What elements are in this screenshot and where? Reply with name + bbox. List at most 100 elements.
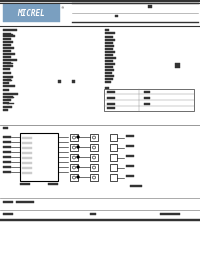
Bar bbox=[3, 85, 15, 87]
Bar bbox=[3, 65, 13, 67]
Bar bbox=[105, 81, 111, 82]
Bar bbox=[104, 89, 194, 111]
Bar bbox=[58, 80, 61, 83]
Circle shape bbox=[72, 136, 76, 139]
Bar bbox=[48, 183, 58, 185]
Bar bbox=[3, 4, 60, 22]
Bar bbox=[105, 42, 113, 43]
Bar bbox=[110, 134, 117, 141]
Bar bbox=[3, 161, 11, 162]
Bar bbox=[105, 87, 109, 89]
Bar bbox=[107, 91, 115, 93]
Text: MICREL: MICREL bbox=[17, 9, 45, 17]
Bar bbox=[3, 41, 13, 42]
Bar bbox=[22, 157, 32, 159]
Bar bbox=[3, 44, 11, 46]
Bar bbox=[3, 76, 13, 77]
Bar bbox=[70, 174, 78, 181]
Bar bbox=[70, 154, 78, 161]
Bar bbox=[22, 137, 32, 139]
Bar bbox=[20, 183, 30, 185]
Circle shape bbox=[77, 176, 79, 178]
Bar bbox=[115, 15, 118, 17]
Bar bbox=[126, 145, 134, 146]
Text: ®: ® bbox=[61, 6, 64, 10]
Bar bbox=[3, 146, 11, 147]
Bar bbox=[126, 155, 134, 157]
Bar bbox=[105, 72, 112, 74]
Bar bbox=[3, 93, 18, 94]
Circle shape bbox=[92, 136, 96, 139]
Bar bbox=[175, 63, 180, 68]
Circle shape bbox=[92, 156, 96, 159]
Bar bbox=[3, 72, 11, 74]
Bar bbox=[110, 174, 117, 181]
Bar bbox=[126, 165, 134, 166]
Bar bbox=[7, 97, 14, 98]
Bar bbox=[70, 164, 78, 171]
Bar bbox=[3, 109, 8, 110]
Bar bbox=[105, 69, 114, 70]
Bar bbox=[110, 154, 117, 161]
Bar bbox=[105, 63, 115, 64]
Bar bbox=[3, 53, 15, 55]
Bar bbox=[22, 172, 32, 173]
Bar bbox=[0, 219, 200, 221]
Bar bbox=[3, 102, 9, 103]
Bar bbox=[105, 57, 116, 58]
Bar bbox=[3, 29, 17, 30]
Bar bbox=[22, 152, 32, 153]
Bar bbox=[3, 141, 11, 142]
Circle shape bbox=[92, 166, 96, 169]
Bar bbox=[90, 134, 98, 141]
Bar bbox=[3, 56, 11, 57]
Bar bbox=[16, 201, 34, 203]
Bar bbox=[3, 47, 14, 49]
Circle shape bbox=[77, 166, 79, 168]
Bar bbox=[7, 80, 12, 81]
Bar bbox=[148, 5, 152, 8]
Bar bbox=[105, 36, 113, 37]
Bar bbox=[3, 171, 11, 172]
Bar bbox=[22, 142, 32, 144]
Bar bbox=[144, 91, 150, 93]
Bar bbox=[90, 174, 98, 181]
Bar bbox=[144, 97, 150, 99]
Circle shape bbox=[77, 156, 79, 158]
Bar bbox=[105, 32, 115, 34]
Bar bbox=[105, 66, 113, 68]
Bar bbox=[130, 185, 142, 187]
Bar bbox=[105, 78, 113, 80]
Bar bbox=[105, 29, 109, 30]
Bar bbox=[3, 96, 13, 98]
Bar bbox=[3, 33, 11, 35]
Bar bbox=[72, 80, 75, 83]
Bar bbox=[22, 147, 32, 148]
Bar bbox=[105, 75, 114, 76]
Bar bbox=[3, 151, 11, 153]
Bar bbox=[3, 99, 11, 101]
Bar bbox=[3, 156, 11, 158]
Bar bbox=[3, 59, 17, 61]
Bar bbox=[107, 103, 115, 105]
Bar bbox=[90, 213, 96, 215]
Bar bbox=[3, 201, 13, 203]
Bar bbox=[3, 89, 9, 90]
Bar bbox=[160, 213, 180, 215]
Bar bbox=[3, 106, 12, 107]
Bar bbox=[105, 54, 113, 55]
Bar bbox=[3, 68, 10, 69]
Circle shape bbox=[72, 146, 76, 149]
Circle shape bbox=[92, 146, 96, 149]
Bar bbox=[90, 164, 98, 171]
Bar bbox=[3, 213, 13, 215]
Bar bbox=[105, 51, 115, 53]
Bar bbox=[144, 103, 150, 105]
Bar bbox=[3, 166, 11, 167]
Bar bbox=[126, 135, 134, 136]
Bar bbox=[90, 144, 98, 151]
Bar bbox=[105, 48, 113, 49]
Bar bbox=[3, 136, 11, 138]
Bar bbox=[3, 50, 11, 51]
Bar bbox=[105, 39, 115, 41]
